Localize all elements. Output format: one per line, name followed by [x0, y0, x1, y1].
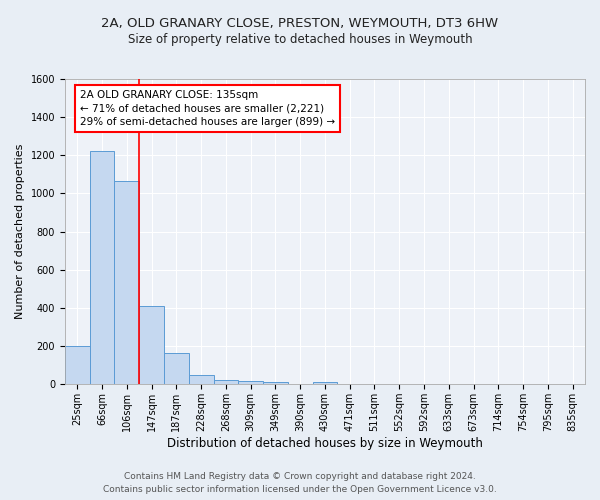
Bar: [115, 181, 139, 384]
Bar: [164, 353, 189, 384]
Y-axis label: Number of detached properties: Number of detached properties: [15, 144, 25, 320]
Text: Size of property relative to detached houses in Weymouth: Size of property relative to detached ho…: [128, 32, 472, 46]
Bar: [189, 375, 214, 384]
Text: 2A OLD GRANARY CLOSE: 135sqm
← 71% of detached houses are smaller (2,221)
29% of: 2A OLD GRANARY CLOSE: 135sqm ← 71% of de…: [80, 90, 335, 127]
Text: Contains HM Land Registry data © Crown copyright and database right 2024.: Contains HM Land Registry data © Crown c…: [124, 472, 476, 481]
Bar: [89, 150, 115, 384]
Bar: [313, 382, 337, 384]
Bar: [238, 381, 263, 384]
Text: 2A, OLD GRANARY CLOSE, PRESTON, WEYMOUTH, DT3 6HW: 2A, OLD GRANARY CLOSE, PRESTON, WEYMOUTH…: [101, 18, 499, 30]
X-axis label: Distribution of detached houses by size in Weymouth: Distribution of detached houses by size …: [167, 437, 483, 450]
Bar: [65, 346, 89, 385]
Bar: [139, 306, 164, 384]
Bar: [263, 382, 288, 384]
Text: Contains public sector information licensed under the Open Government Licence v3: Contains public sector information licen…: [103, 485, 497, 494]
Bar: [214, 380, 238, 384]
